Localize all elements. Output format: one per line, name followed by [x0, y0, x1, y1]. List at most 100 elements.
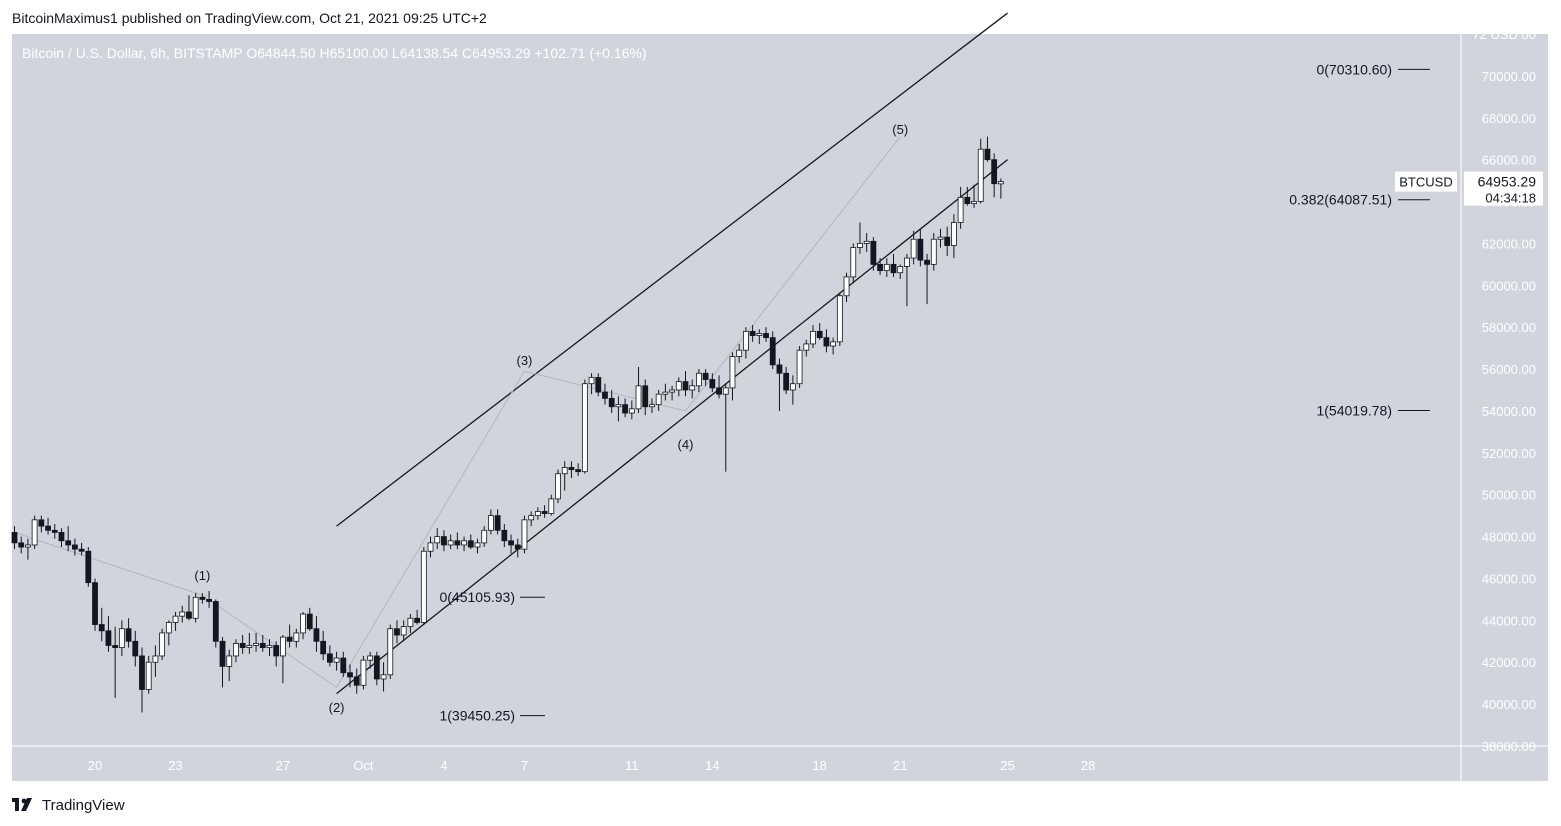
candle	[132, 630, 139, 667]
candle	[259, 635, 266, 652]
ohlc-h-label: H	[316, 45, 330, 61]
time-tick: 20	[88, 758, 102, 773]
fib-label: 1(54019.78)	[1316, 403, 1392, 419]
candle	[843, 272, 850, 303]
candle-body	[769, 337, 776, 366]
candle	[803, 339, 810, 357]
candle-body	[937, 236, 944, 240]
candle	[689, 379, 696, 399]
time-tick: 7	[521, 758, 528, 773]
candle	[702, 369, 709, 386]
candle	[675, 377, 682, 397]
candle-body	[165, 622, 172, 634]
candle	[71, 538, 78, 556]
candle	[548, 494, 555, 516]
price-tick: 70000.00	[1482, 69, 1536, 84]
price-tick: 42000.00	[1482, 655, 1536, 670]
channel-lines	[336, 12, 1008, 695]
candle	[555, 469, 561, 504]
candle-body	[454, 540, 461, 546]
candle-body	[92, 582, 98, 625]
candle	[246, 632, 253, 654]
candle-body	[883, 263, 890, 272]
candle-body	[662, 391, 669, 395]
candle	[501, 524, 508, 548]
wave-labels: (1) (2) (3) (4) (5)	[194, 122, 908, 715]
candle	[521, 515, 528, 554]
candle-body	[709, 379, 716, 389]
candle-body	[904, 257, 910, 267]
candle-body	[253, 642, 259, 646]
candle-body	[152, 655, 159, 663]
candle	[534, 507, 541, 520]
time-tick: 23	[168, 758, 182, 773]
candle-body	[125, 628, 132, 642]
candle-body	[595, 377, 602, 393]
candle	[427, 536, 434, 558]
candle-body	[561, 467, 568, 475]
fib-label: 0(45105.93)	[439, 589, 515, 605]
candle	[971, 184, 977, 208]
candle	[481, 526, 488, 548]
candle-body	[494, 515, 501, 531]
candle	[635, 366, 642, 414]
candle-body	[273, 645, 280, 657]
candle-body	[387, 628, 394, 676]
candle	[467, 534, 474, 550]
candle-body	[682, 381, 689, 391]
candle-body	[581, 383, 588, 473]
candle-body	[548, 498, 555, 514]
candle	[568, 461, 575, 478]
candle	[977, 138, 984, 204]
candle	[789, 375, 796, 405]
candle-body	[649, 404, 655, 408]
candle	[226, 649, 233, 682]
candle-body	[51, 529, 58, 533]
candle-body	[380, 674, 387, 680]
candle	[293, 628, 300, 648]
candle	[454, 532, 461, 550]
candle-body	[340, 657, 347, 674]
symbol-tag-bg	[1395, 171, 1457, 192]
candle-body	[65, 540, 72, 546]
candle	[118, 620, 125, 656]
candle-body	[293, 632, 300, 642]
candle-body	[877, 263, 883, 272]
candle-body	[420, 550, 427, 623]
candle	[11, 526, 18, 550]
candle-body	[789, 383, 796, 391]
candle	[139, 647, 145, 713]
candle	[25, 538, 31, 560]
publisher-header: BitcoinMaximus1 published on TradingView…	[12, 10, 487, 26]
fib-label: 0(70310.60)	[1316, 61, 1392, 77]
candle-body	[367, 655, 374, 661]
candle-body	[306, 613, 313, 630]
candle	[917, 228, 924, 267]
candle-body	[373, 655, 380, 680]
tradingview-footer: TradingView	[12, 795, 125, 815]
candle	[172, 611, 179, 631]
candle	[313, 616, 320, 652]
candle-body	[555, 473, 561, 500]
candle	[353, 668, 360, 694]
price-tick: 68000.00	[1482, 111, 1536, 126]
wave-zigzag	[14, 136, 901, 689]
candle	[233, 639, 239, 663]
candle-body	[145, 661, 152, 690]
candle	[642, 379, 649, 416]
candle	[145, 655, 152, 694]
time-tick: 27	[276, 758, 290, 773]
candle	[890, 253, 897, 277]
candle-body	[320, 640, 327, 655]
wave-label: (5)	[892, 122, 908, 137]
candle-body	[508, 540, 514, 546]
candle-body	[924, 259, 930, 265]
candle-body	[25, 544, 31, 548]
candle	[420, 547, 427, 625]
candle	[266, 639, 273, 656]
candle-body	[186, 611, 192, 619]
candle-body	[642, 385, 649, 408]
symbol-tag: BTCUSD	[1399, 175, 1452, 190]
candle-body	[159, 632, 166, 657]
